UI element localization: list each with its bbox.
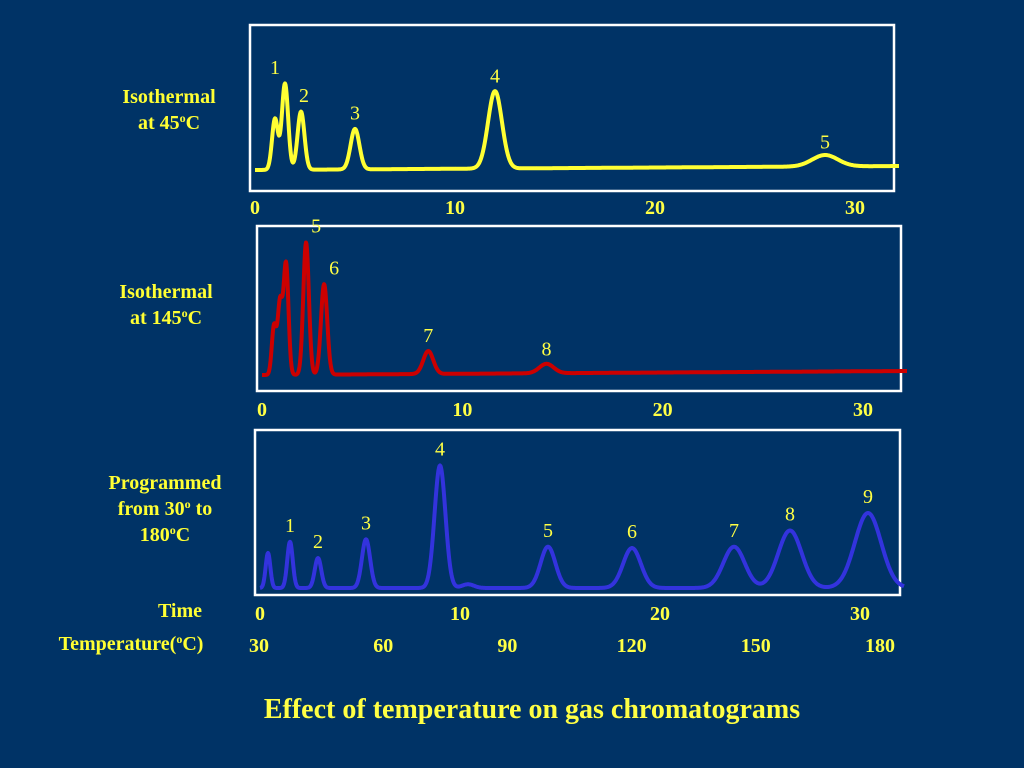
x-tick-label-isothermal-145-30: 30 — [853, 399, 873, 421]
peak-label-isothermal-45-2: 2 — [299, 85, 309, 107]
peak-label-isothermal-45-5: 5 — [820, 132, 830, 154]
panel-frame-1 — [248, 23, 896, 193]
chart-title: Effect of temperature on gas chromatogra… — [263, 694, 801, 725]
x-tick-label-programmed-20: 20 — [650, 603, 670, 625]
row-label-line2: at 145oC — [129, 306, 203, 329]
peak-label-programmed-4: 4 — [435, 439, 445, 461]
row-label-line2: from 30o to — [117, 497, 213, 520]
peak-label-isothermal-145-5: 5 — [311, 216, 321, 238]
peak-label-programmed-8: 8 — [785, 504, 795, 526]
peak-label-programmed-3: 3 — [361, 512, 371, 534]
peak-label-programmed-7: 7 — [729, 520, 739, 542]
x-tick-label-isothermal-45-0: 0 — [250, 197, 260, 219]
x-tick-label-isothermal-145-20: 20 — [653, 399, 673, 421]
row-label-line2: at 45oC — [137, 111, 201, 134]
row-label-isothermal-145: Isothermal at 145oC — [103, 279, 229, 331]
time-axis-label: Time — [157, 600, 203, 622]
row-label-isothermal-45: Isothermal at 45oC — [106, 84, 232, 136]
temperature-tick-label-90: 90 — [497, 635, 517, 657]
temperature-tick-label-120: 120 — [617, 635, 647, 657]
x-tick-label-programmed-10: 10 — [450, 603, 470, 625]
chromatogram-trace-isothermal-145 — [260, 240, 909, 377]
row-label-line1: Isothermal — [119, 281, 213, 303]
temperature-tick-label-180: 180 — [865, 635, 895, 657]
peak-label-isothermal-45-4: 4 — [490, 66, 500, 88]
peak-label-programmed-2: 2 — [313, 531, 323, 553]
x-tick-label-isothermal-145-10: 10 — [452, 399, 472, 421]
x-tick-label-isothermal-145-0: 0 — [257, 399, 267, 421]
row-label-line1: Isothermal — [122, 86, 216, 108]
temperature-tick-label-150: 150 — [741, 635, 771, 657]
peak-label-isothermal-145-6: 6 — [329, 258, 339, 280]
chromatogram-trace-isothermal-45 — [253, 81, 901, 172]
peak-label-programmed-5: 5 — [543, 520, 553, 542]
row-label-line1: Programmed — [108, 472, 222, 494]
temperature-tick-label-30: 30 — [249, 635, 269, 657]
x-tick-label-programmed-0: 0 — [255, 603, 265, 625]
peak-label-isothermal-145-7: 7 — [423, 325, 433, 347]
panel-frame-3 — [253, 428, 902, 597]
peak-label-programmed-6: 6 — [627, 521, 637, 543]
peak-label-programmed-1: 1 — [285, 515, 295, 537]
row-label-programmed: Programmed from 30o to 180oC — [90, 470, 240, 548]
x-tick-label-programmed-30: 30 — [850, 603, 870, 625]
peak-label-programmed-9: 9 — [863, 486, 873, 508]
x-tick-label-isothermal-45-10: 10 — [445, 197, 465, 219]
temperature-tick-label-60: 60 — [373, 635, 393, 657]
temperature-axis-label: Temperature(oC) — [58, 632, 204, 655]
peak-label-isothermal-45-1: 1 — [270, 57, 280, 79]
panel-frame-2 — [255, 224, 903, 393]
x-tick-label-isothermal-45-30: 30 — [845, 197, 865, 219]
peak-label-isothermal-145-8: 8 — [541, 339, 551, 361]
row-label-line3: 180oC — [139, 523, 191, 546]
chromatogram-trace-programmed — [258, 463, 906, 590]
peak-label-isothermal-45-3: 3 — [350, 103, 360, 125]
x-tick-label-isothermal-45-20: 20 — [645, 197, 665, 219]
